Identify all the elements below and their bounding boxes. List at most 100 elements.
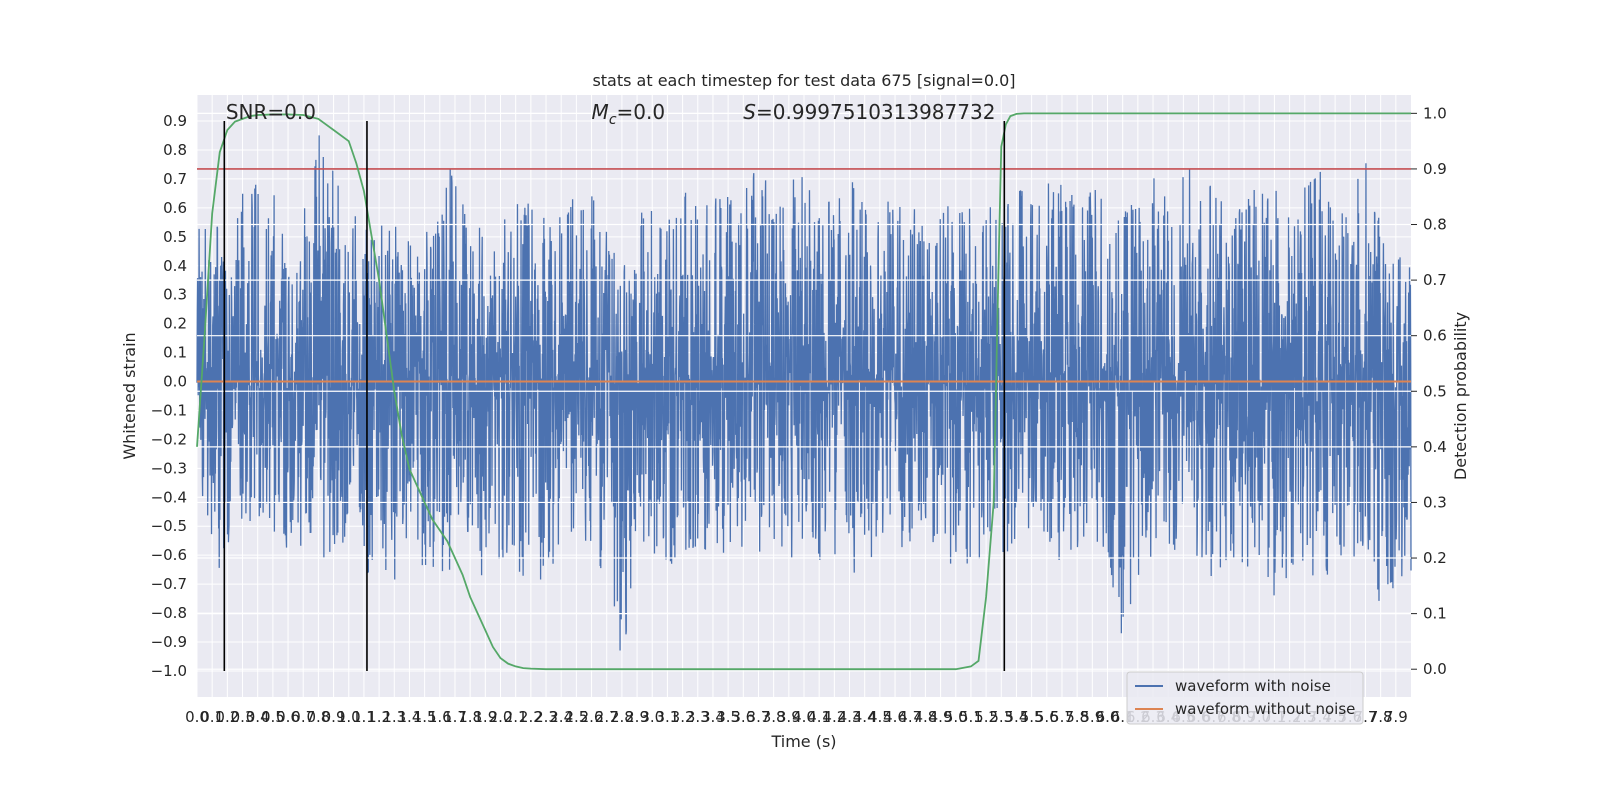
x-tick-label: 2.2 (519, 708, 543, 726)
x-tick-label: 4.0 (792, 708, 816, 726)
detection-probability-line (196, 112, 1411, 671)
x-tick-label: 3.3 (686, 708, 710, 726)
y-axis-ticks: −1.0 −0.9 −0.8 −0.7 −0.6 −0.5 −0.4 −0.3 −0.2 −0.1… (151, 112, 187, 680)
x-tick-label: 7.9 (1384, 708, 1408, 726)
x-tick-label: 1.0 (337, 708, 361, 726)
s-value: =0.9997510313987732 (756, 100, 995, 124)
y-tick-label: −0.2 (151, 430, 187, 448)
chart-title: stats at each timestep for test data 675… (592, 71, 1015, 90)
x-axis-label: Time (s) (770, 732, 836, 751)
x-tick-label: 4.8 (913, 708, 937, 726)
y-tick-label: 0.0 (163, 373, 187, 391)
x-tick-label: 0.9 (322, 708, 346, 726)
x-tick-label: 0.8 (306, 708, 330, 726)
x-tick-label: 5.1 (959, 708, 983, 726)
y2-tick-label: 0.5 (1423, 382, 1447, 400)
s-symbol: S (743, 100, 756, 124)
y2-tick-label: 0.3 (1423, 493, 1447, 511)
y-tick-label: −0.6 (151, 546, 187, 564)
x-tick-label: 1.1 (352, 708, 376, 726)
x-tick-label: 4.4 (853, 708, 877, 726)
x-tick-label: 5.5 (1020, 708, 1044, 726)
x-tick-label: 5.6 (1035, 708, 1059, 726)
y2-axis-ticks: 0.0 0.1 0.2 0.3 0.4 0.5 0.6 0.7 0.8 0.9 1.0 (1411, 104, 1447, 678)
x-tick-label: 4.6 (883, 708, 907, 726)
x-tick-label: 2.5 (564, 708, 588, 726)
x-tick-label: 5.3 (989, 708, 1013, 726)
waveform-with-noise-line (196, 135, 1412, 651)
x-tick-label: 3.4 (701, 708, 725, 726)
y-tick-label: −1.0 (151, 662, 187, 680)
x-tick-label: 3.2 (671, 708, 695, 726)
y-tick-label: 0.4 (163, 257, 187, 275)
x-tick-label: 3.7 (747, 708, 771, 726)
x-tick-label: 0.7 (291, 708, 315, 726)
x-tick-label: 2.4 (549, 708, 573, 726)
x-tick-label: 1.5 (413, 708, 437, 726)
mc-subscript: c (609, 112, 617, 128)
x-tick-label: 5.2 (974, 708, 998, 726)
x-tick-label: 3.8 (762, 708, 786, 726)
x-tick-label: 4.7 (898, 708, 922, 726)
x-tick-label: 4.2 (822, 708, 846, 726)
y2-axis-label: Detection probability (1451, 312, 1470, 480)
y-tick-label: 0.1 (163, 344, 187, 362)
x-tick-label: 1.9 (473, 708, 497, 726)
x-tick-label: 0.2 (215, 708, 239, 726)
y-tick-label: 0.2 (163, 315, 187, 333)
x-tick-label: 2.1 (504, 708, 528, 726)
legend-label-waveform-without-noise: waveform without noise (1175, 700, 1355, 718)
x-tick-label: 0.5 (261, 708, 285, 726)
x-tick-label: 3.6 (731, 708, 755, 726)
x-tick-label: 5.8 (1065, 708, 1089, 726)
x-tick-label: 2.7 (595, 708, 619, 726)
y-tick-label: −0.8 (151, 604, 187, 622)
legend-label-waveform-with-noise: waveform with noise (1175, 677, 1331, 695)
y2-tick-label: 0.7 (1423, 271, 1447, 289)
x-tick-label: 0.0 (185, 708, 209, 726)
y-tick-label: 0.5 (163, 228, 187, 246)
other-series (196, 112, 1411, 671)
x-tick-label: 4.5 (868, 708, 892, 726)
legend: waveform with noise waveform without noi… (1126, 671, 1364, 725)
x-tick-label: 5.9 (1080, 708, 1104, 726)
y-tick-label: −0.1 (151, 401, 187, 419)
mc-symbol: M (592, 100, 609, 124)
x-tick-label: 2.3 (534, 708, 558, 726)
x-tick-label: 4.9 (929, 708, 953, 726)
series-waveform-with-noise (196, 135, 1412, 651)
y-axis-label: Whitened strain (120, 332, 139, 459)
x-tick-label: 1.6 (428, 708, 452, 726)
y-tick-label: 0.9 (163, 112, 187, 130)
y2-tick-label: 0.9 (1423, 160, 1447, 178)
x-tick-label: 1.2 (367, 708, 391, 726)
y2-tick-label: 0.2 (1423, 549, 1447, 567)
x-tick-label: 0.3 (231, 708, 255, 726)
x-tick-label: 5.7 (1050, 708, 1074, 726)
y-tick-label: 0.8 (163, 141, 187, 159)
y-tick-label: −0.9 (151, 633, 187, 651)
x-tick-label: 2.8 (610, 708, 634, 726)
y2-tick-label: 0.4 (1423, 438, 1447, 456)
x-tick-label: 2.6 (580, 708, 604, 726)
y2-tick-label: 0.8 (1423, 216, 1447, 234)
x-tick-label: 4.3 (838, 708, 862, 726)
x-tick-label: 5.4 (1005, 708, 1029, 726)
x-tick-label: 1.3 (382, 708, 406, 726)
x-tick-label: 0.1 (200, 708, 224, 726)
x-tick-label: 1.4 (398, 708, 422, 726)
y-tick-label: 0.3 (163, 286, 187, 304)
y2-tick-label: 0.1 (1423, 605, 1447, 623)
y-tick-label: −0.3 (151, 459, 187, 477)
x-tick-label: 0.4 (246, 708, 270, 726)
y2-tick-label: 1.0 (1423, 104, 1447, 122)
mc-value: =0.0 (617, 100, 666, 124)
x-tick-label: 6.0 (1096, 708, 1120, 726)
x-tick-label: 2.0 (489, 708, 513, 726)
x-tick-label: 0.6 (276, 708, 300, 726)
y-tick-label: 0.7 (163, 170, 187, 188)
x-tick-label: 3.9 (777, 708, 801, 726)
x-tick-label: 1.7 (443, 708, 467, 726)
y-tick-label: −0.5 (151, 517, 187, 535)
